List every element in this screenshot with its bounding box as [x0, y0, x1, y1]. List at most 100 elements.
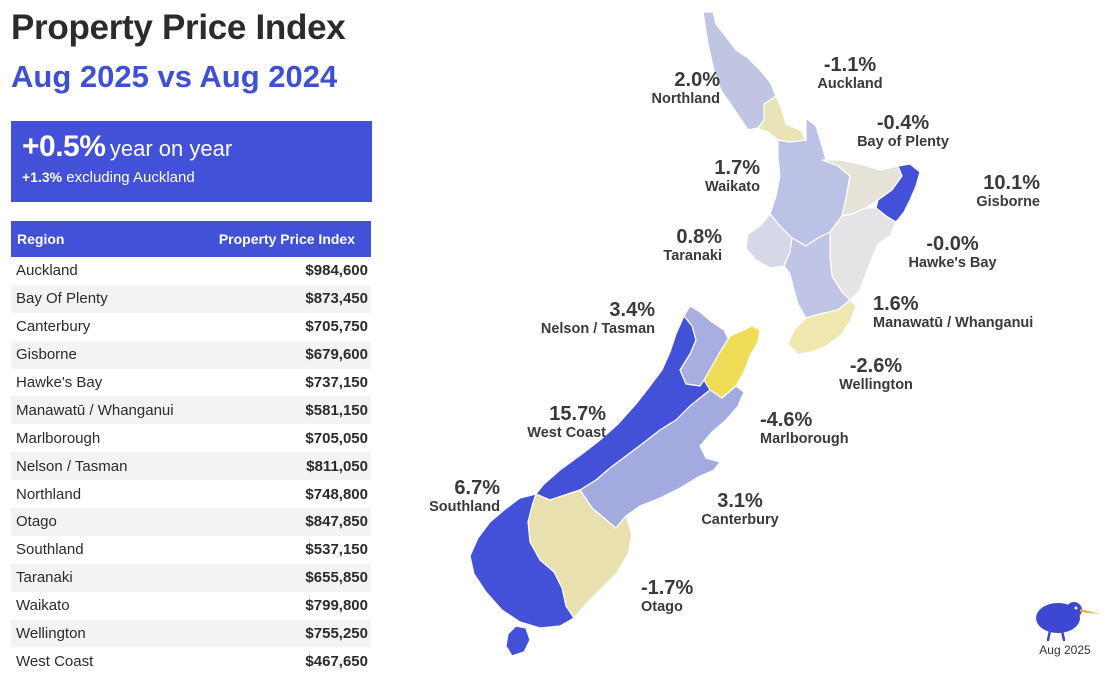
table-row: Canterbury $705,750 [11, 313, 371, 341]
region-cell: Marlborough [16, 429, 101, 447]
sub-value: +1.3% [22, 169, 63, 185]
change-value: -1.1% [823, 54, 877, 76]
region-cell: Manawatū / Whanganui [16, 401, 174, 419]
map-region-hawkes-bay[interactable] [829, 207, 897, 301]
table-header-row: Region Property Price Index [11, 221, 371, 257]
value-cell: $811,050 [306, 457, 368, 475]
value-cell: $655,850 [305, 569, 368, 587]
map-label-manawatu: 1.6% Manawatū / Whanganui [873, 294, 1083, 331]
table-row: Nelson / Tasman $811,050 [11, 452, 371, 481]
region-name: Auckland [817, 76, 883, 92]
column-header-region[interactable]: Region [17, 231, 65, 247]
region-name: Bay of Plenty [857, 134, 949, 150]
headline-text: year on year [109, 136, 233, 161]
map-label-canterbury: 3.1% Canterbury [690, 491, 790, 528]
table-row: Marlborough $705,050 [11, 424, 371, 452]
column-header-index[interactable]: Property Price Index [218, 231, 355, 247]
sub-summary: +1.3% excluding Auckland [22, 169, 372, 186]
value-cell: $748,800 [305, 485, 368, 503]
region-cell: Bay Of Plenty [16, 290, 108, 308]
value-cell: $755,250 [305, 625, 368, 643]
change-value: -0.0% [926, 233, 979, 255]
map-label-taranaki: 0.8% Taranaki [620, 227, 722, 264]
table-row: Auckland $984,600 [11, 257, 371, 285]
region-name: Hawke's Bay [908, 255, 997, 271]
map-label-wellington: -2.6% Wellington [826, 356, 926, 393]
page-title: Property Price Index [11, 8, 346, 47]
table-row: Gisborne $679,600 [11, 340, 371, 369]
headline-value: +0.5% [22, 130, 106, 163]
region-cell: Hawke's Bay [16, 374, 103, 391]
region-name: Taranaki [663, 248, 722, 264]
map-region-southland[interactable] [469, 493, 575, 629]
region-name: Nelson / Tasman [540, 321, 655, 337]
change-value: 15.7% [549, 403, 606, 425]
region-cell: Southland [16, 541, 84, 559]
map-label-auckland: -1.1% Auckland [800, 55, 900, 92]
table-row: Northland $748,800 [11, 480, 371, 508]
map-label-nelson-tasman: 3.4% Nelson / Tasman [505, 300, 655, 337]
region-name: Southland [429, 499, 500, 515]
map-label-west-coast: 15.7% West Coast [490, 404, 606, 441]
change-value: 3.1% [717, 490, 763, 512]
value-cell: $467,650 [305, 652, 368, 670]
change-value: -0.4% [876, 112, 930, 134]
map-region-stewart-island[interactable] [505, 625, 531, 657]
region-name: Waikato [704, 179, 760, 195]
map-region-taranaki[interactable] [745, 213, 793, 269]
table-row: Otago $847,850 [11, 508, 371, 536]
region-name: Marlborough [760, 431, 849, 447]
summary-box: +0.5% year on year +1.3% excluding Auckl… [11, 121, 372, 202]
table-row: Wellington $755,250 [11, 619, 371, 648]
change-value: 1.6% [873, 293, 919, 315]
change-value: 6.7% [454, 477, 500, 499]
change-value: -2.6% [849, 355, 903, 377]
table-row: Bay Of Plenty $873,450 [11, 284, 371, 313]
price-index-table: Region Property Price Index Auckland $984… [11, 221, 371, 675]
map-label-otago: -1.7% Otago [641, 578, 741, 615]
value-cell: $537,150 [305, 541, 368, 559]
region-cell: Gisborne [16, 346, 77, 364]
value-cell: $873,450 [305, 290, 368, 308]
table-row: Southland $537,150 [11, 536, 371, 564]
value-cell: $737,150 [305, 374, 368, 391]
sub-text: excluding Auckland [66, 169, 195, 186]
map-region-canterbury[interactable] [579, 385, 745, 529]
value-cell: $799,800 [305, 597, 368, 615]
map-label-waikato: 1.7% Waikato [650, 158, 760, 195]
map-label-hawkes-bay: -0.0% Hawke's Bay [895, 234, 1010, 271]
region-cell: Auckland [16, 262, 78, 280]
region-cell: Otago [16, 513, 57, 531]
region-cell: Waikato [16, 597, 70, 615]
region-cell: Northland [16, 485, 82, 503]
map-region-marlborough[interactable] [703, 325, 761, 399]
region-cell: Taranaki [16, 569, 73, 587]
change-value: 1.7% [714, 157, 760, 179]
change-value: 3.4% [609, 299, 655, 321]
region-name: Northland [651, 91, 720, 107]
value-cell: $984,600 [305, 262, 368, 280]
region-name: Canterbury [701, 512, 779, 528]
value-cell: $847,850 [305, 513, 368, 531]
region-cell: West Coast [16, 652, 94, 670]
change-value: -4.6% [760, 409, 813, 431]
table-row: Hawke's Bay $737,150 [11, 369, 371, 397]
table-row: Manawatū / Whanganui $581,150 [11, 396, 371, 425]
change-value: 2.0% [674, 69, 720, 91]
map-label-southland: 6.7% Southland [400, 478, 500, 515]
map-region-wellington[interactable] [787, 299, 857, 355]
change-value: 0.8% [676, 226, 722, 248]
region-name: Otago [641, 599, 683, 615]
value-cell: $705,750 [305, 318, 368, 336]
map-label-gisborne: 10.1% Gisborne [910, 173, 1040, 210]
kiwi-bird-icon [1036, 602, 1100, 642]
change-value: 10.1% [983, 172, 1040, 194]
value-cell: $705,050 [305, 429, 368, 447]
region-name: Gisborne [976, 194, 1040, 210]
region-name: Wellington [839, 377, 913, 393]
brand-logo: Aug 2025 [1028, 596, 1102, 662]
region-cell: Canterbury [16, 318, 91, 336]
table-row: Taranaki $655,850 [11, 563, 371, 592]
map-region-auckland[interactable] [757, 95, 807, 143]
